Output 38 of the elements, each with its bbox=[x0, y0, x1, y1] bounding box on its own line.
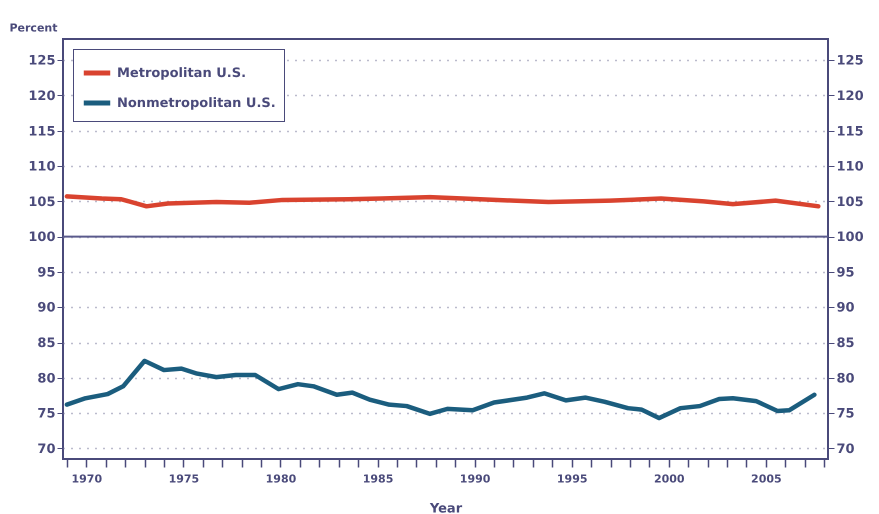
y-tick-label: 90 bbox=[37, 300, 56, 316]
x-tick-label: 1995 bbox=[556, 472, 588, 486]
y2-tick-label: 70 bbox=[836, 442, 855, 457]
y-tick-label: 105 bbox=[28, 194, 56, 210]
y-tick-label: 95 bbox=[37, 265, 56, 280]
x-tick-label: 1980 bbox=[266, 472, 297, 486]
line-series bbox=[64, 358, 817, 420]
x-tick-label: 1975 bbox=[168, 472, 200, 486]
y-tick-label: 120 bbox=[28, 88, 56, 104]
x-tick-label: 2000 bbox=[654, 472, 685, 486]
line-series bbox=[64, 194, 821, 209]
y2-tick-label: 120 bbox=[836, 88, 864, 104]
y2-tick-label: 115 bbox=[836, 124, 864, 140]
y-tick-label: 110 bbox=[28, 160, 56, 175]
x-tick-label: 1985 bbox=[362, 472, 394, 486]
y-tick-label: 75 bbox=[37, 406, 56, 422]
y-tick-label: 85 bbox=[37, 336, 56, 352]
x-tick-label: 1990 bbox=[460, 472, 491, 486]
y2-tick-label: 125 bbox=[836, 54, 864, 69]
y2-tick-label: 75 bbox=[836, 406, 855, 422]
legend-label: Nonmetropolitan U.S. bbox=[117, 96, 276, 111]
legend-label: Metropolitan U.S. bbox=[117, 66, 246, 81]
y2-tick-label: 100 bbox=[836, 230, 864, 246]
y-tick-label: 100 bbox=[28, 230, 56, 246]
y-tick-label: 125 bbox=[28, 54, 56, 69]
y2-tick-label: 95 bbox=[836, 265, 855, 280]
y2-tick-label: 90 bbox=[836, 300, 855, 316]
x-tick-label: 2005 bbox=[751, 472, 782, 486]
x-axis-title: Year bbox=[428, 502, 463, 514]
x-tick-label: 1970 bbox=[71, 472, 102, 486]
y2-tick-label: 80 bbox=[836, 371, 855, 386]
y-tick-label: 80 bbox=[37, 371, 56, 386]
y2-tick-label: 105 bbox=[836, 194, 864, 210]
y-tick-label: 115 bbox=[28, 124, 56, 140]
y2-tick-label: 85 bbox=[836, 336, 855, 352]
y2-tick-label: 110 bbox=[836, 160, 864, 175]
y-axis-title: Percent bbox=[9, 22, 58, 34]
y-tick-label: 70 bbox=[37, 442, 56, 457]
